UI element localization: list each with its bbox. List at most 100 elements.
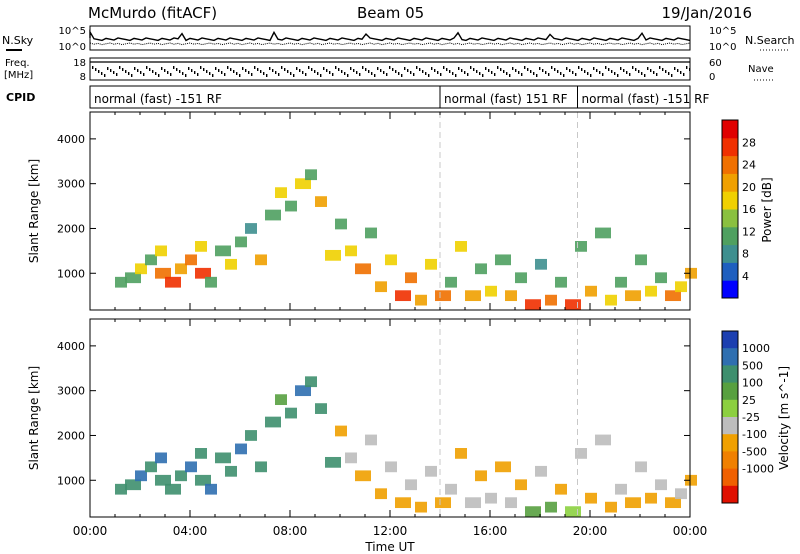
power-cell [185,254,197,266]
power-cell [675,281,687,293]
freq-mark [404,67,406,70]
freq-mark [554,68,556,71]
freq-mark [416,66,418,69]
freq-mark [653,71,655,74]
power-cell [135,263,147,275]
freq-mark [539,67,541,70]
freq-mark [230,68,232,71]
power-cell [215,245,231,257]
freq-mark [506,72,508,75]
velocity-cell [535,465,547,477]
freq-mark [191,69,193,72]
freq-mark [221,71,223,74]
power-cell [585,285,597,297]
freq-mark [647,67,649,70]
freq-mark [464,71,466,74]
freq-mark [113,71,115,74]
freq-mark [197,73,199,76]
freq-mark [155,72,157,75]
velocity-cell [355,470,371,482]
x-tick-label: 00:00 [73,524,108,538]
freq-mark [677,69,679,72]
power-cell [295,178,311,190]
freq-mark [137,69,139,72]
freq-mark [392,68,394,71]
cpid-bar: normal (fast) -151 RF normal (fast) 151 R… [89,85,709,109]
velocity-cell [375,488,387,500]
freq-mark [161,67,163,70]
freq-mark [386,73,388,76]
velocity-cell [655,479,667,491]
noise-tick-left-bottom: 10^0 [59,42,86,53]
velocity-y-ticks: 1000 2000 3000 4000 [57,319,691,517]
freq-mark [335,66,337,69]
velocity-cell [315,403,327,414]
freq-mark [263,72,265,75]
power-cell [505,290,517,302]
freq-mark [101,72,103,75]
y-tick-label: 4000 [57,340,85,353]
power-colorbar-tick-label: 20 [742,181,756,194]
freq-label-2: [MHz] [4,70,33,81]
freq-mark [257,68,259,71]
freq-mark [686,66,688,69]
freq-mark [419,68,421,71]
freq-mark [689,68,691,71]
velocity-cell [125,479,141,491]
velocity-cell [555,483,567,495]
freq-mark [239,74,241,77]
freq-mark [356,71,358,74]
freq-mark [605,66,607,69]
nsearch-line [89,42,691,46]
power-colorbar-swatch [722,173,738,192]
power-cell [225,258,237,270]
power-cell [235,236,247,248]
freq-mark [503,70,505,73]
freq-label-1: Freq. [5,58,30,69]
freq-mark [644,74,646,77]
freq-mark [128,72,130,75]
power-cell [255,254,267,266]
freq-mark [173,66,175,69]
date-title: 19/Jan/2016 [662,4,753,22]
freq-mark [560,72,562,75]
velocity-cell [465,497,481,509]
freq-mark [470,66,472,69]
freq-mark [329,71,331,74]
velocity-colorbar-tick-label: -1000 [742,463,774,476]
station-title: McMurdo (fitACF) [88,4,217,22]
freq-trace [90,61,691,77]
velocity-cell [405,479,417,491]
power-cell [435,290,451,302]
freq-mark [596,69,598,72]
freq-mark [626,71,628,74]
velocity-cell [215,452,231,464]
noise-tick-left-top: 10^5 [59,26,86,37]
power-cell [545,294,557,306]
power-cell [245,223,257,234]
velocity-cell [135,470,147,482]
freq-mark [488,69,490,72]
freq-mark [623,69,625,72]
nave-tick-bottom: 0 [709,72,715,83]
power-cell [375,281,387,293]
power-cell [525,299,541,310]
velocity-cell [415,501,427,513]
noise-panel: N.Sky N.Search 10^5 10^0 10^5 10^0 [2,25,795,53]
noise-tick-right-bottom: 10^0 [709,42,736,53]
freq-mark [368,70,370,73]
y-tick-label: 2000 [57,222,85,235]
freq-mark [572,71,574,74]
nave-tick-top: 60 [709,58,722,69]
freq-mark [512,67,514,70]
velocity-cell [575,448,587,459]
freq-mark [425,72,427,75]
beam-title: Beam 05 [357,4,424,22]
freq-mark [509,74,511,77]
freq-mark [479,72,481,75]
power-cell [175,263,187,275]
freq-mark [473,68,475,71]
freq-mark [578,66,580,69]
freq-mark [185,74,187,77]
power-cell [145,254,157,266]
